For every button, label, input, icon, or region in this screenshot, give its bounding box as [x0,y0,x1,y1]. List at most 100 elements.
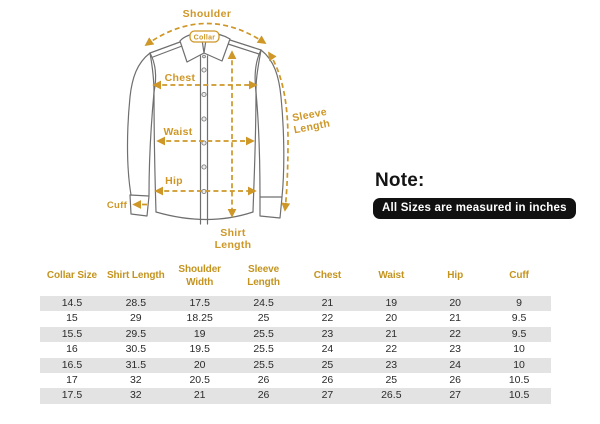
note-title: Note: [375,170,425,191]
shirt-length-label-line1: Shirt [220,227,246,239]
table-cell: 10 [513,343,525,356]
column-header: Chest [313,270,342,282]
chest-label: Chest [165,72,196,84]
collar-button [202,54,206,59]
table-cell: 10.5 [508,374,530,387]
collar-label: Collar [194,35,216,42]
measurement-annotations [132,22,291,218]
table-cell: 21 [449,312,462,325]
table-cell: 29.5 [103,326,168,343]
table-row: 14.5 28.5 17.5 24.5 21 19 20 9 [40,296,551,312]
left-sleeve-outer [126,52,151,196]
column-header: Shoulder Width [178,264,221,288]
shirt-button [201,92,207,98]
table-cell: 32 [129,374,142,387]
table-cell: 29 [129,312,142,325]
left-shoulder-seam [149,41,181,54]
table-row: 15 29 18.25 25 22 20 21 9.5 [40,311,551,326]
column-header: Collar Size [46,270,97,282]
table-cell: 28.5 [103,296,168,312]
table-cell: 26 [231,388,296,404]
table-cell: 26.5 [359,388,424,404]
table-cell: 15 [66,312,78,325]
shirt-length-label-line2: Length [215,239,252,251]
size-table: Collar Size Shirt Length Shoulder Width Sle… [40,257,551,404]
table-cell: 27 [295,388,360,404]
shirt-length-label: Shirt Length [215,227,252,251]
right-sleeve-outer [260,49,285,198]
table-cell: 20.5 [189,374,210,387]
table-cell: 25.5 [253,343,274,356]
shirt-diagram-svg: Collar Shoulder Chest Waist Hip Cuff Shi… [107,8,331,251]
table-cell: 23 [359,357,424,374]
table-row: 17.5 32 21 26 27 26.5 27 10.5 [40,388,551,404]
hip-label: Hip [165,175,183,187]
table-cell: 17 [66,374,78,387]
table-cell: 26 [321,374,334,387]
table-cell: 21 [359,326,424,343]
table-cell: 16 [66,343,78,356]
table-cell: 14.5 [40,296,104,312]
column-header: Waist [378,270,405,282]
table-cell: 30.5 [125,343,147,356]
table-cell: 19.5 [189,343,210,356]
right-sleeve-inner [255,91,261,198]
left-yoke-seam [152,45,183,58]
table-cell: 20 [167,357,232,374]
table-cell: 9.5 [487,326,551,343]
left-cuff [129,194,150,217]
shirt-hem [155,211,254,221]
column-header: Hip [447,270,464,282]
table-cell: 25.5 [231,326,296,343]
table-cell: 17.5 [167,296,232,312]
table-cell: 24 [321,343,334,356]
table-cell: 25 [385,374,398,387]
table-cell: 21 [295,296,360,312]
table-cell: 22 [423,326,488,343]
table-cell: 26 [449,374,462,387]
shirt-button [201,67,207,73]
size-table-head: Collar Size Shirt Length Shoulder Width Sle… [40,257,551,296]
table-cell: 19 [359,296,424,312]
table-cell: 24.5 [231,296,296,312]
column-header: Cuff [509,270,529,282]
right-shoulder-seam [229,39,262,51]
table-cell: 17.5 [40,388,104,404]
column-header: Shirt Length [106,270,165,282]
table-cell: 16.5 [40,357,104,374]
table-cell: 10.5 [487,388,551,404]
shirt-drawing [126,32,285,225]
sleeve-length-arrow [268,51,291,212]
table-cell: 19 [167,326,232,343]
note-badge: All Sizes are measured in inches [373,198,576,219]
table-cell: 23 [449,343,462,356]
cuff-label: Cuff [107,200,128,211]
table-cell: 23 [295,326,360,343]
table-cell: 10 [487,357,551,374]
table-cell: 25 [257,312,270,325]
table-cell: 25.5 [231,357,296,374]
size-table-body: 14.5 28.5 17.5 24.5 21 19 20 9 15 29 18.25 25 22 20 21… [40,296,551,404]
table-cell: 18.25 [186,312,213,325]
table-cell: 24 [423,357,488,374]
table-row: 16.5 31.5 20 25.5 25 23 24 10 [40,357,551,374]
table-cell: 9.5 [511,312,527,325]
shirt-measurement-diagram: Collar Shoulder Chest Waist Hip Cuff Shi… [90,0,390,260]
table-cell: 20 [423,296,488,312]
left-sleeve-inner [148,91,155,196]
table-cell: 20 [385,312,398,325]
table-cell: 27 [423,388,488,404]
right-cuff [259,196,283,219]
waist-label: Waist [163,126,192,138]
collar-badge [189,30,220,43]
column-header: Sleeve Length [247,264,280,288]
table-cell: 26 [257,374,270,387]
table-cell: 25 [295,357,360,374]
table-cell: 22 [385,343,398,356]
table-row: 17 32 20.5 26 26 25 26 10.5 [40,373,551,388]
note-section: Note: All Sizes are measured in inches [373,170,576,219]
shoulder-label: Shoulder [183,8,232,20]
shirt-body-right [252,49,262,213]
table-cell: 31.5 [103,357,168,374]
